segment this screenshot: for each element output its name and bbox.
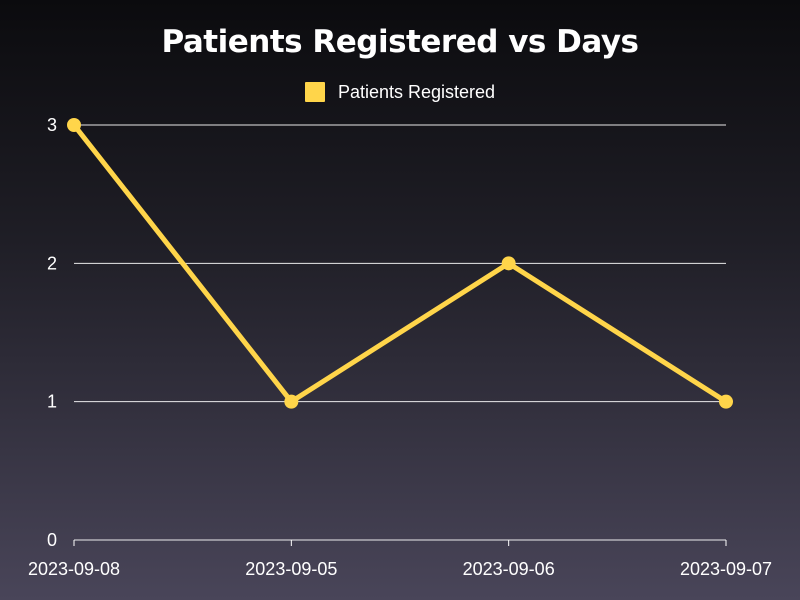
chart-title: Patients Registered vs Days — [161, 24, 639, 60]
x-tick-label: 2023-09-07 — [680, 559, 772, 579]
y-tick-label: 2 — [47, 253, 57, 273]
legend-swatch — [304, 82, 325, 102]
x-axis-ticks: 2023-09-08 2023-09-05 2023-09-06 2023-09-07 — [28, 559, 772, 579]
legend: Patients Registered — [0, 80, 800, 104]
y-tick-label: 0 — [47, 530, 57, 550]
x-tick-label: 2023-09-06 — [463, 559, 555, 579]
y-axis-ticks: 0 1 2 3 — [47, 115, 57, 550]
series-line — [71, 122, 729, 405]
data-point — [284, 394, 299, 409]
legend-label: Patients Registered — [337, 82, 496, 102]
series-layer — [67, 118, 733, 409]
data-point — [501, 256, 516, 271]
x-tick-label: 2023-09-05 — [245, 559, 337, 579]
data-point — [719, 394, 733, 409]
x-tick-label: 2023-09-08 — [28, 559, 120, 579]
y-tick-label: 1 — [47, 392, 57, 412]
y-tick-label: 3 — [47, 115, 57, 135]
data-point — [67, 118, 81, 132]
gridlines — [73, 124, 727, 546]
